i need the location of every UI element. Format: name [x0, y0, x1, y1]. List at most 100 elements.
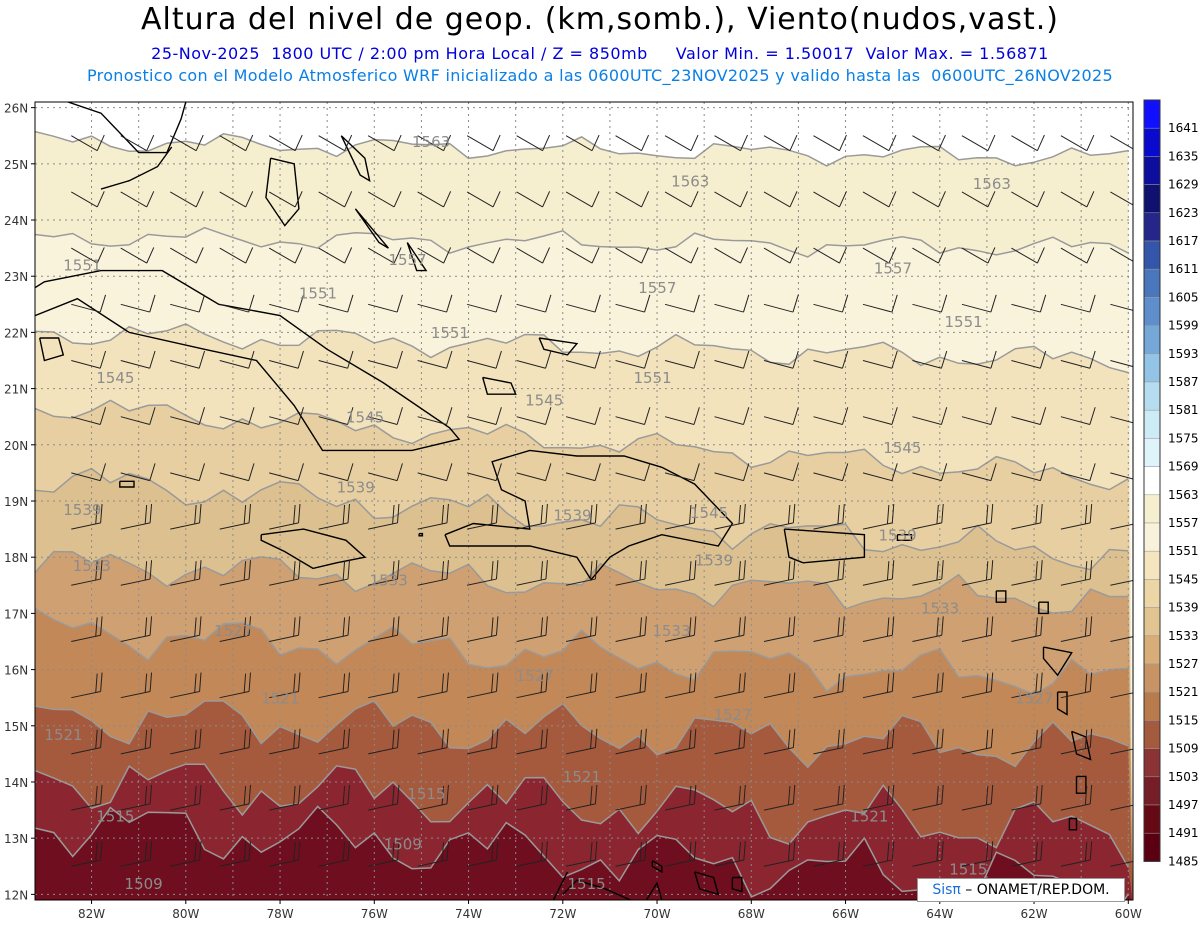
contour-line [35, 550, 1129, 614]
wind-barb [120, 247, 155, 264]
geopotential-shading [35, 102, 1133, 900]
wind-barb [1110, 860, 1133, 867]
contour-label-1539: 1539 [879, 526, 917, 544]
wind-barb [219, 728, 252, 755]
wind-barb [318, 841, 350, 867]
colorbar-label: 1533 [1168, 629, 1199, 643]
colorbar-swatch [1143, 776, 1161, 806]
wind-barb [763, 503, 796, 530]
wind-barb [615, 407, 651, 425]
contour-label-1551: 1551 [299, 285, 337, 303]
wind-barb [961, 503, 994, 530]
colorbar-label: 1539 [1168, 601, 1199, 615]
wind-barb [1110, 303, 1133, 311]
wind-barb [1060, 728, 1093, 755]
colorbar-swatch [1143, 212, 1161, 242]
wind-barb [714, 191, 748, 208]
colorbar-swatch [1143, 607, 1161, 637]
colorbar-label: 1491 [1168, 826, 1199, 840]
wind-barb [219, 841, 252, 867]
wind-barb [912, 784, 944, 811]
wind-barb [368, 463, 403, 482]
wind-barb [170, 407, 206, 425]
wind-barb [664, 784, 697, 811]
wind-barb [170, 463, 206, 482]
wind-barb [71, 503, 103, 530]
wind-barb [763, 784, 796, 811]
wind-barb [516, 407, 552, 425]
contour-label-1545: 1545 [690, 504, 728, 522]
colorbar-label: 1599 [1168, 319, 1199, 333]
contour-labels: 1563 1563 1563 1557 1557 1557 1551 1551 1551 1551… [44, 133, 1053, 893]
wind-barb [912, 191, 946, 208]
coast-cuba [35, 269, 461, 452]
wind-barb [417, 247, 452, 264]
wind-barb [813, 407, 849, 425]
colorbar-label: 1551 [1168, 544, 1199, 558]
wind-barb [516, 134, 551, 152]
wind-barb [763, 728, 796, 755]
wind-barb [120, 191, 155, 208]
wind-barb [961, 784, 994, 811]
colorbar-label: 1557 [1168, 516, 1199, 530]
wind-barb [466, 407, 502, 425]
wind-barb [813, 784, 845, 811]
wind-barb [565, 672, 598, 699]
wind-barb [912, 728, 944, 755]
colorbar-label: 1563 [1168, 488, 1199, 502]
wind-barb [615, 672, 647, 699]
wind-barb [219, 616, 252, 642]
wind-barb [120, 407, 156, 425]
wind-barb [71, 784, 103, 811]
colorbar-label: 1515 [1168, 713, 1199, 727]
wind-barb [1110, 472, 1133, 480]
wind-barb [318, 294, 354, 313]
colorbar-swatch [1143, 325, 1161, 355]
wind-barb [120, 728, 153, 755]
wind-barb [862, 407, 898, 425]
coast-colombia [552, 871, 569, 900]
wind-barb [565, 616, 598, 642]
wind-barb [71, 463, 107, 482]
coast-turks-caicos [538, 337, 579, 356]
wind-barb [170, 784, 202, 811]
wind-barb [170, 560, 202, 586]
wind-barb [466, 191, 501, 208]
wind-barb [664, 841, 697, 867]
wind-barb [912, 294, 948, 313]
wind-barb [912, 350, 948, 369]
contour-line [35, 130, 1129, 167]
colorbar-swatch [1143, 156, 1161, 185]
wind-barb [961, 841, 994, 867]
wind-barb [714, 463, 750, 482]
wind-barb [813, 247, 847, 264]
coast-eleuthera [340, 135, 371, 183]
colorbar-label: 1593 [1168, 347, 1199, 361]
lat-tick-label: 14N [4, 776, 28, 790]
wind-barb [862, 134, 897, 152]
wind-barb [269, 728, 301, 755]
contour-label-1533: 1533 [73, 557, 111, 575]
wind-barb [664, 350, 700, 369]
coast-aruba [651, 860, 663, 874]
lon-tick-label: 68W [738, 907, 765, 921]
wind-barb [714, 728, 746, 755]
wind-barb [318, 560, 350, 586]
wind-barb [664, 294, 700, 313]
wind-barb [763, 191, 798, 208]
wind-barb [862, 294, 898, 313]
wind-barb [219, 463, 255, 482]
axis-ticks: 26N 25N 24N 23N 22N 21N 20N 19N 18N 17N 16N 15N 14N 1… [4, 102, 1142, 921]
coast-st-kitts [995, 590, 1007, 603]
wind-barb [120, 503, 153, 530]
wind-barb [912, 841, 944, 867]
wind-barb [120, 672, 153, 699]
contour-label-1509: 1509 [125, 875, 163, 893]
colorbar-swatch [1143, 832, 1161, 862]
wind-barb [219, 247, 254, 264]
wind-barb [269, 672, 301, 699]
lon-tick-label: 80W [172, 907, 199, 921]
wind-barb [763, 560, 796, 586]
wind-barb [417, 294, 453, 313]
wind-barb [912, 463, 948, 482]
